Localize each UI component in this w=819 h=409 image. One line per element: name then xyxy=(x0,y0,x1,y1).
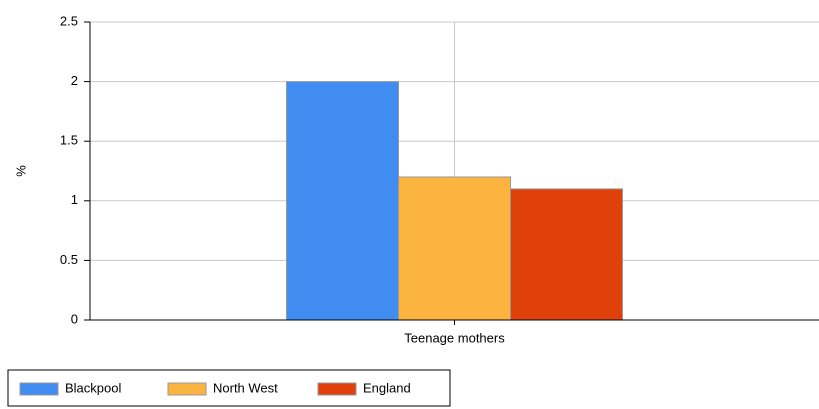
legend-swatch xyxy=(317,382,357,396)
legend-box xyxy=(7,369,451,407)
legend-label: North West xyxy=(213,380,278,395)
y-axis-label: % xyxy=(13,165,28,177)
legend-swatch xyxy=(167,382,207,396)
bar xyxy=(286,81,399,321)
y-tick-label: 2.5 xyxy=(60,13,78,28)
legend-swatch xyxy=(19,382,59,396)
y-tick-label: 1 xyxy=(71,192,78,207)
x-tick-label: Teenage mothers xyxy=(404,330,505,345)
y-tick-label: 0 xyxy=(71,311,78,326)
y-tick-label: 2 xyxy=(71,73,78,88)
legend-label: England xyxy=(363,380,411,395)
bar xyxy=(398,176,511,321)
y-tick-label: 1.5 xyxy=(60,133,78,148)
y-tick-label: 0.5 xyxy=(60,252,78,267)
legend-label: Blackpool xyxy=(65,380,121,395)
bar xyxy=(510,188,623,321)
